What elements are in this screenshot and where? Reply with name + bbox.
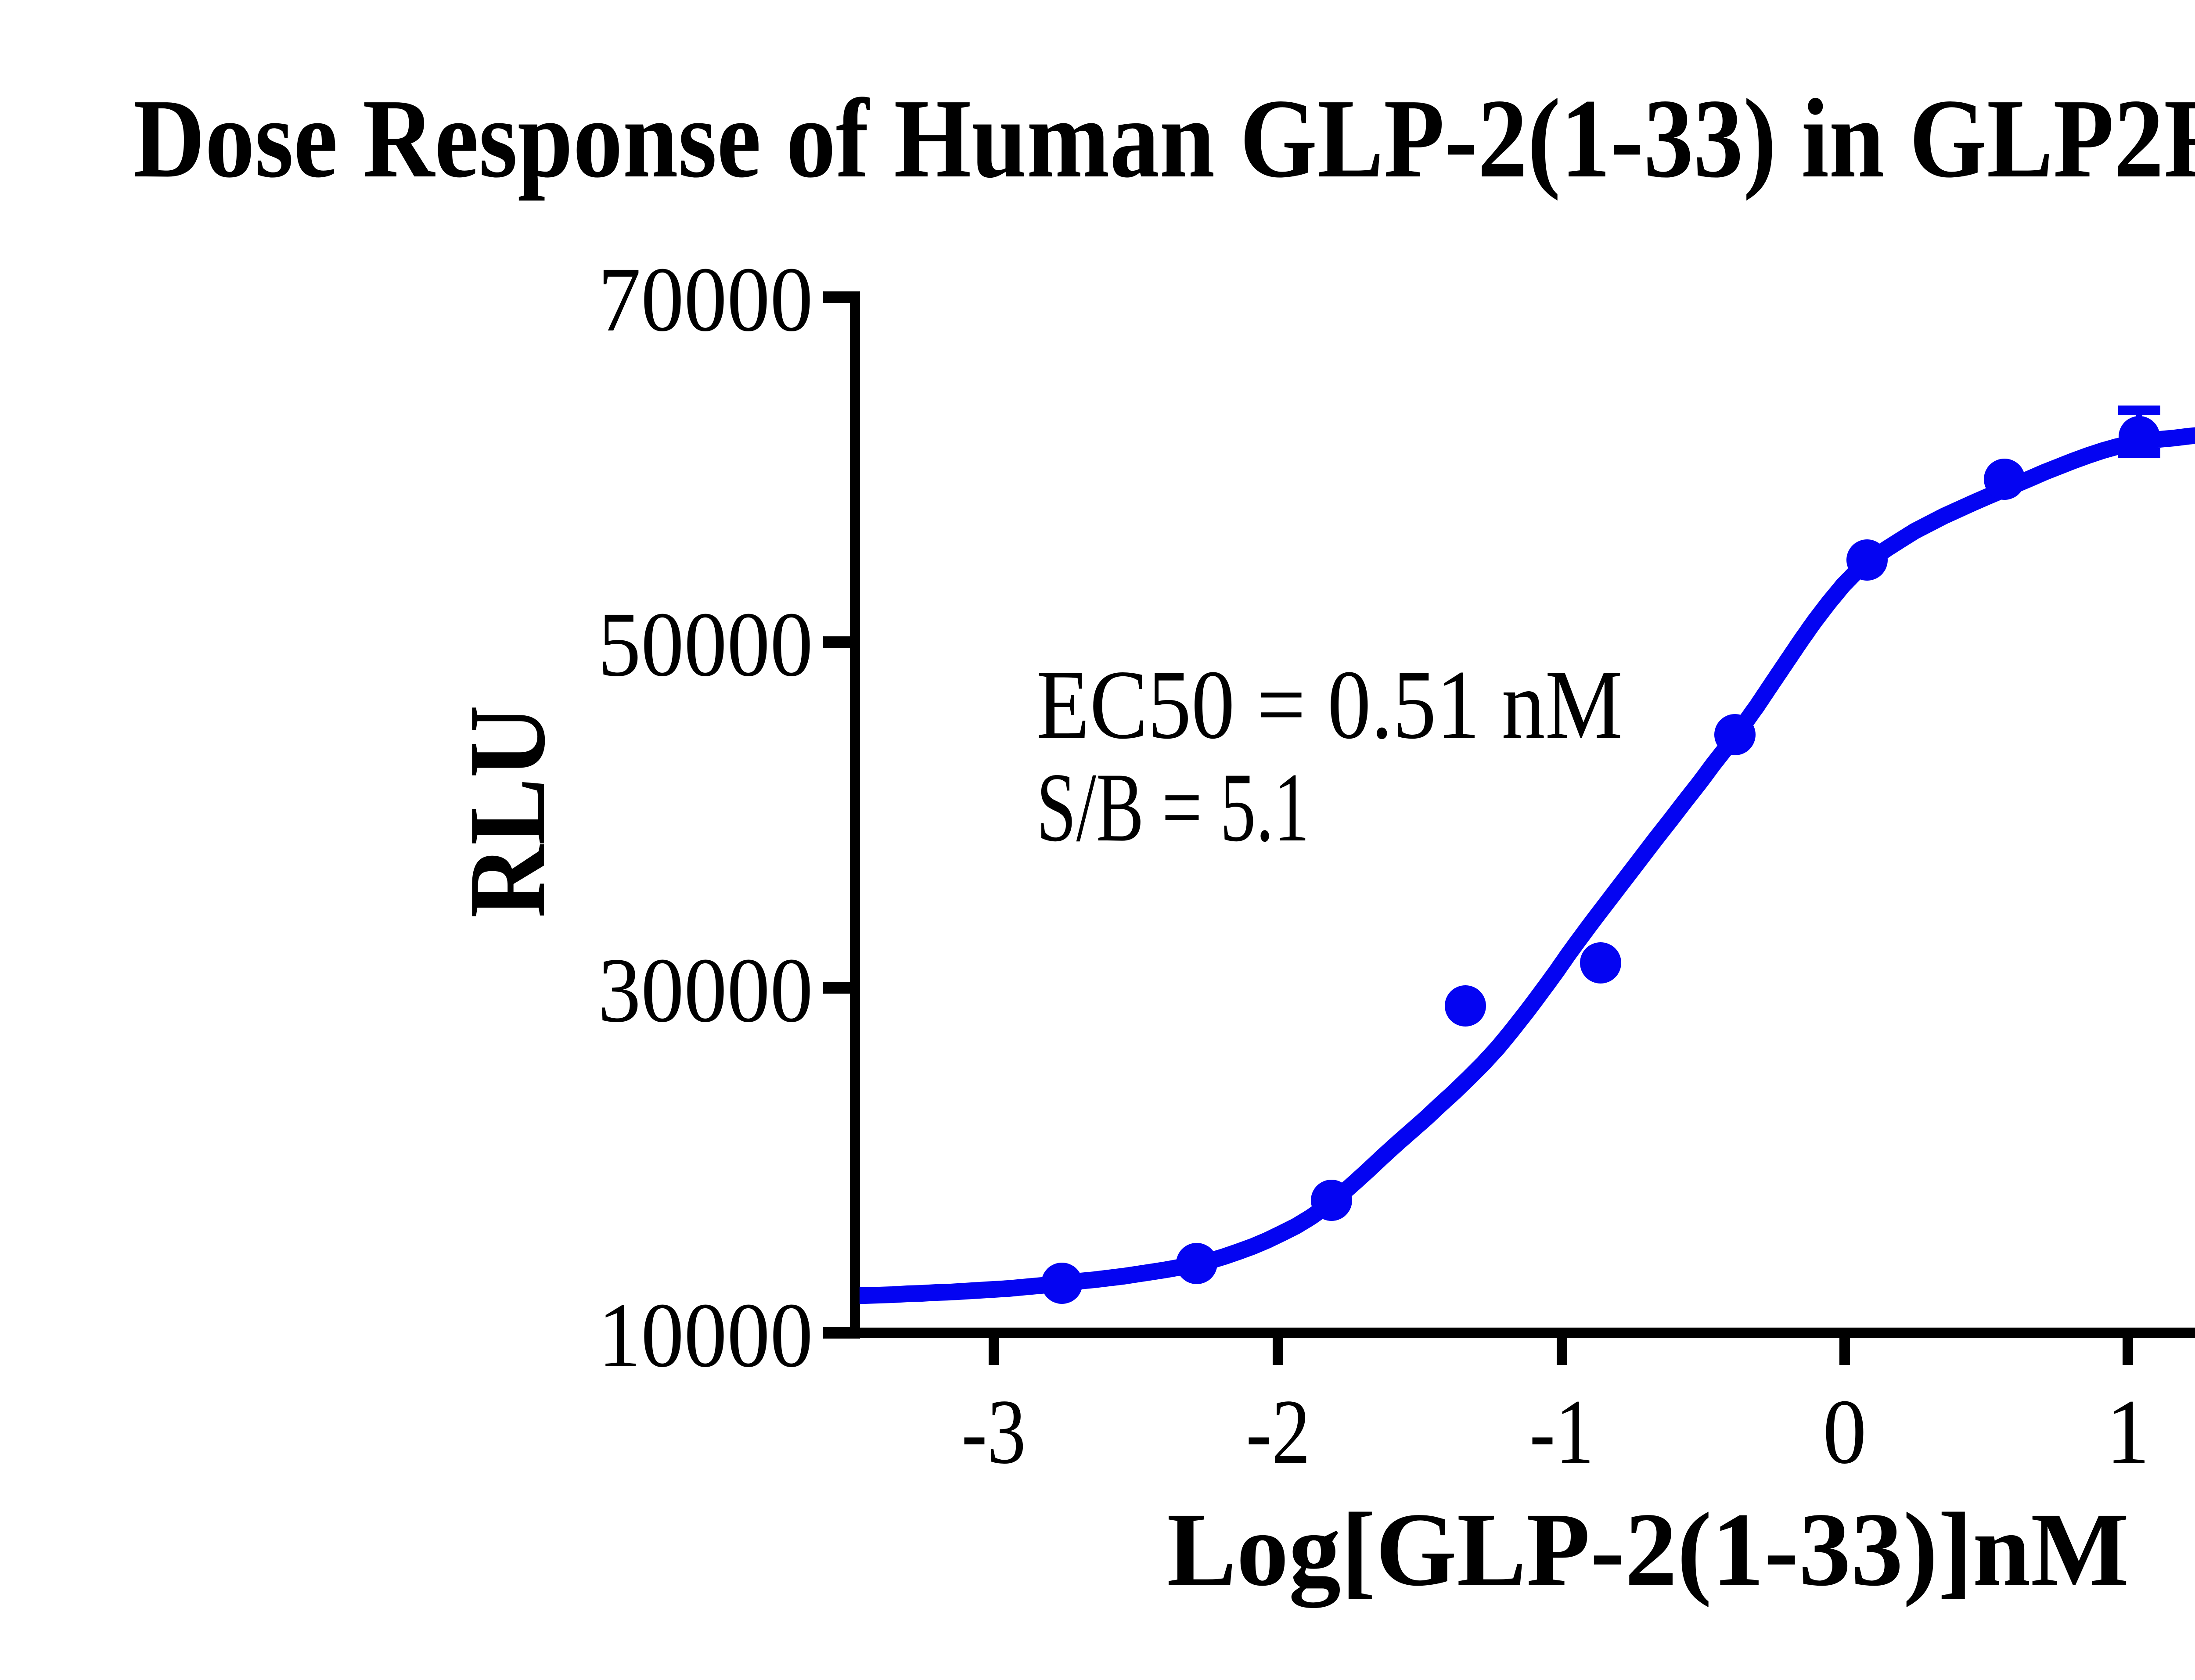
svg-text:EC50 = 0.51 nM: EC50 = 0.51 nM [1036,650,1623,759]
svg-text:RLU: RLU [446,705,568,918]
svg-text:70000: 70000 [598,248,813,351]
svg-text:-1: -1 [1529,1380,1594,1483]
svg-text:1: 1 [2106,1380,2150,1483]
svg-text:-3: -3 [961,1380,1026,1483]
svg-text:S/B = 5.1: S/B = 5.1 [1036,752,1310,862]
svg-text:Dose Response of Human GLP-2(1: Dose Response of Human GLP-2(1-33) in GL… [133,75,2195,201]
svg-text:0: 0 [1823,1380,1867,1483]
svg-text:10000: 10000 [598,1284,813,1386]
svg-text:30000: 30000 [598,939,813,1041]
svg-text:Log[GLP-2(1-33)]nM: Log[GLP-2(1-33)]nM [1167,1491,2129,1608]
svg-text:50000: 50000 [598,593,813,696]
svg-text:-2: -2 [1246,1380,1310,1483]
